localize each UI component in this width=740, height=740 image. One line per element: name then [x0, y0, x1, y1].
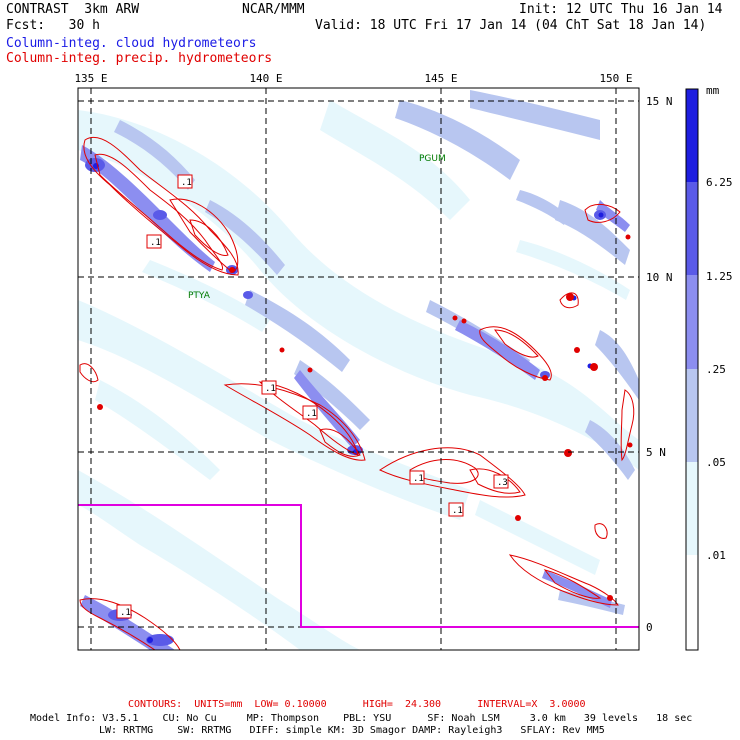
legend-level: .05 — [706, 456, 726, 469]
contour-label: .1 — [448, 502, 464, 517]
svg-text:.1: .1 — [413, 474, 424, 484]
legend-swatch — [686, 89, 698, 182]
legend-swatch — [686, 182, 698, 275]
lat-label: 10 N — [646, 271, 673, 284]
svg-text:.1: .1 — [181, 178, 192, 188]
lon-label: 145 E — [424, 72, 457, 85]
legend-unit: mm — [706, 84, 720, 97]
legend-level: 1.25 — [706, 270, 733, 283]
lat-label: 5 N — [646, 446, 666, 459]
legend-swatch — [686, 555, 698, 650]
contour-label: .1 — [302, 405, 318, 420]
map-frame — [77, 87, 640, 651]
lat-lon-grid — [78, 88, 639, 650]
cloud-hydrometeor-field — [78, 90, 639, 650]
legend-level: 6.25 — [706, 176, 733, 189]
contour-label: .1 — [261, 380, 277, 395]
place-label-ptya: PTYA — [188, 291, 211, 301]
svg-text:.1: .1 — [306, 409, 317, 419]
model-info-line2: LW: RRTMG SW: RRTMG DIFF: simple KM: 3D … — [99, 725, 605, 736]
center-name: NCAR/MMM — [242, 2, 305, 17]
cloud-field-label: Column-integ. cloud hydrometeors — [6, 36, 257, 51]
contour-label: .1 — [409, 470, 425, 485]
contour-label: .3 — [493, 474, 509, 489]
svg-text:.1: .1 — [452, 506, 463, 516]
lat-label: 0 — [646, 621, 653, 634]
lat-label: 15 N — [646, 95, 673, 108]
precip-field-label: Column-integ. precip. hydrometeors — [6, 51, 273, 66]
svg-text:.1: .1 — [265, 384, 276, 394]
contour-info: CONTOURS: UNITS=mm LOW= 0.10000 HIGH= 24… — [128, 699, 586, 710]
legend-level: .01 — [706, 549, 726, 562]
contour-label: .1 — [177, 174, 193, 189]
precip-cores — [97, 234, 633, 601]
nested-domain-boundary — [78, 504, 639, 628]
place-label-pgum: PGUM — [419, 154, 446, 164]
svg-text:.3: .3 — [497, 478, 508, 488]
legend-swatch — [686, 275, 698, 369]
init-time: Init: 12 UTC Thu 16 Jan 14 — [519, 2, 723, 17]
svg-text:.1: .1 — [120, 608, 131, 618]
legend-swatch — [686, 462, 698, 555]
svg-text:.1: .1 — [150, 238, 161, 248]
model-title: CONTRAST 3km ARW — [6, 2, 140, 17]
lon-label: 150 E — [599, 72, 632, 85]
forecast-hour: Fcst: 30 h — [6, 18, 100, 33]
contour-label: .1 — [116, 604, 132, 619]
legend-level: .25 — [706, 363, 726, 376]
precip-contours — [79, 136, 635, 650]
valid-time: Valid: 18 UTC Fri 17 Jan 14 (04 ChT Sat … — [315, 18, 707, 33]
lon-label: 135 E — [74, 72, 107, 85]
lon-label: 140 E — [249, 72, 282, 85]
contour-label: .1 — [146, 234, 162, 249]
legend-swatch — [686, 369, 698, 462]
model-info-line1: Model Info: V3.5.1 CU: No Cu MP: Thompso… — [30, 713, 693, 724]
contour-label-group: .1 .1 .1 .1 .1 .1 .1 .3 — [116, 174, 509, 619]
legend-colorbar — [685, 88, 699, 651]
